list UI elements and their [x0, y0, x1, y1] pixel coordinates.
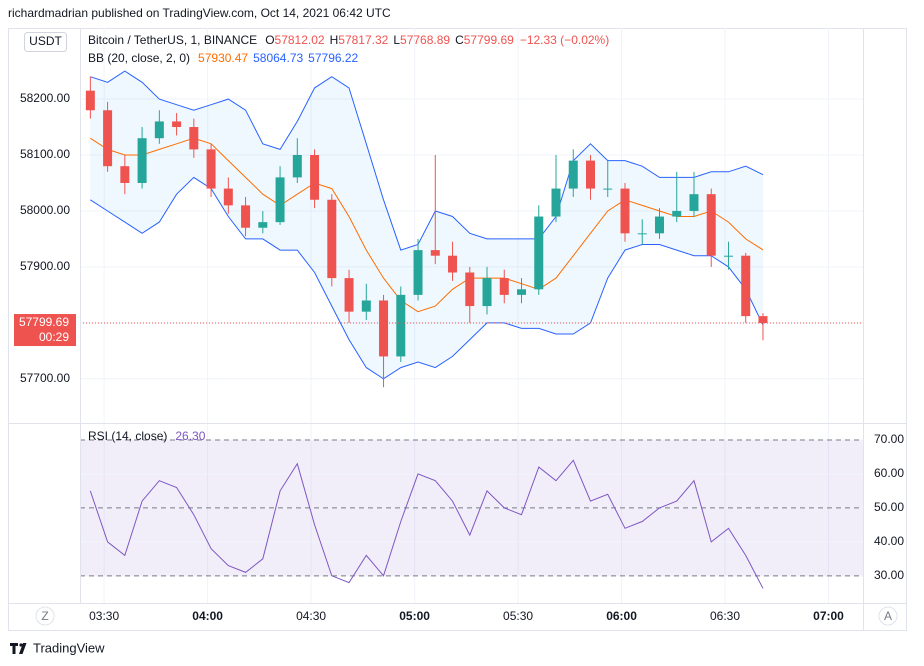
- bb-label: BB (20, close, 2, 0): [88, 51, 190, 65]
- bb-value: 58064.73: [253, 51, 303, 65]
- brand-logo: [10, 643, 27, 654]
- y-tick-label: 30.00: [874, 568, 904, 582]
- ohlc-value: 57799.69: [464, 33, 514, 47]
- candle-body: [292, 155, 302, 178]
- candle-body: [310, 155, 320, 200]
- x-tick-label: 07:00: [813, 609, 844, 623]
- auto-label[interactable]: A: [884, 609, 892, 623]
- candle-body: [413, 250, 423, 295]
- publisher: richardmadrian published on TradingView.…: [8, 6, 391, 20]
- x-tick-label: 04:00: [192, 609, 223, 623]
- ohlc-key: O: [265, 33, 274, 47]
- y-tick-label: 70.00: [874, 432, 904, 446]
- auto-button[interactable]: [878, 606, 898, 626]
- rsi-value: 26.30: [175, 429, 205, 443]
- candle-body: [465, 272, 475, 307]
- candle-body: [172, 121, 182, 128]
- bb-value: 57796.22: [308, 51, 358, 65]
- candle-body: [103, 110, 113, 167]
- rsi-label: RSI (14, close): [88, 429, 167, 443]
- candle-body: [517, 289, 527, 295]
- legend: Bitcoin / TetherUS, 1, BINANCE O57812.02 H…: [88, 33, 609, 443]
- currency-label[interactable]: USDT: [29, 34, 62, 48]
- candle-body: [154, 121, 164, 139]
- candle-body: [275, 177, 285, 223]
- candle-body: [396, 294, 406, 357]
- x-tick-label: 03:30: [89, 609, 119, 623]
- ohlc-value: 57768.89: [400, 33, 450, 47]
- candle-body: [534, 216, 544, 290]
- candle-body: [499, 278, 509, 295]
- candle-body: [223, 188, 233, 206]
- candle-body: [258, 222, 268, 228]
- candle-body: [637, 233, 647, 235]
- candle-body: [603, 188, 613, 190]
- countdown-label: 00:29: [39, 330, 69, 344]
- candle-body: [741, 255, 751, 317]
- x-tick-label: 04:30: [296, 609, 326, 623]
- zoom-button[interactable]: [35, 606, 55, 626]
- candle-body: [620, 188, 630, 234]
- ohlc-key: L: [393, 33, 400, 47]
- candle-body: [586, 160, 596, 189]
- candle-body: [137, 138, 147, 183]
- candle-body: [327, 199, 337, 279]
- y-tick-label: 57700.00: [20, 371, 70, 385]
- frame: [8, 28, 907, 631]
- last-price-tag: [14, 314, 76, 347]
- candle-body: [689, 194, 699, 211]
- bb-basis: [90, 137, 764, 313]
- price-change: −12.33 (−0.02%): [520, 33, 609, 47]
- y-tick-label: 58000.00: [20, 203, 70, 217]
- candle-body: [120, 166, 130, 183]
- y-tick-label: 60.00: [874, 466, 904, 480]
- ohlc-key: C: [455, 33, 464, 47]
- candle-body: [672, 210, 682, 217]
- brand: TradingView: [33, 640, 105, 655]
- rsi-line: [89, 459, 764, 589]
- rsi-legend: RSI (14, close) 26.30: [88, 429, 206, 443]
- candle-body: [723, 255, 733, 257]
- x-tick-label: 05:00: [399, 609, 430, 623]
- candle-body: [206, 149, 216, 189]
- bb-lower: [90, 176, 764, 380]
- x-tick-label: 06:00: [606, 609, 637, 623]
- currency-button[interactable]: [24, 32, 67, 52]
- bb-upper: [90, 70, 764, 251]
- y-tick-label: 58100.00: [20, 147, 70, 161]
- y-tick-label: 50.00: [874, 500, 904, 514]
- candle-body: [448, 255, 458, 273]
- candle-body: [568, 160, 578, 189]
- symbol-legend: Bitcoin / TetherUS, 1, BINANCE O57812.02 H…: [88, 33, 609, 47]
- bb-legend: BB (20, close, 2, 0) 57930.47 58064.73 5779…: [88, 51, 359, 65]
- candle-body: [379, 300, 389, 357]
- y-tick-label: 40.00: [874, 534, 904, 548]
- bb-value: 57930.47: [198, 51, 248, 65]
- candle-body: [654, 216, 664, 234]
- ohlc-key: H: [330, 33, 339, 47]
- candle-body: [758, 316, 768, 324]
- candle-body: [706, 194, 716, 256]
- symbol-title: Bitcoin / TetherUS, 1, BINANCE: [88, 33, 257, 47]
- last-price-label: 57799.69: [19, 315, 69, 329]
- candle-body: [551, 188, 561, 217]
- candle-body: [189, 127, 199, 150]
- candle-body: [85, 90, 95, 111]
- ohlc-value: 57812.02: [275, 33, 325, 47]
- ohlc-value: 57817.32: [338, 33, 388, 47]
- candle-body: [430, 250, 440, 256]
- candle-body: [344, 278, 354, 312]
- y-tick-label: 58200.00: [20, 91, 70, 105]
- candle-body: [482, 278, 492, 307]
- y-tick-label: 57900.00: [20, 259, 70, 273]
- x-tick-label: 05:30: [503, 609, 533, 623]
- candle-body: [241, 205, 251, 228]
- candle-body: [361, 300, 371, 312]
- zoom-label[interactable]: Z: [41, 609, 48, 623]
- x-tick-label: 06:30: [710, 609, 740, 623]
